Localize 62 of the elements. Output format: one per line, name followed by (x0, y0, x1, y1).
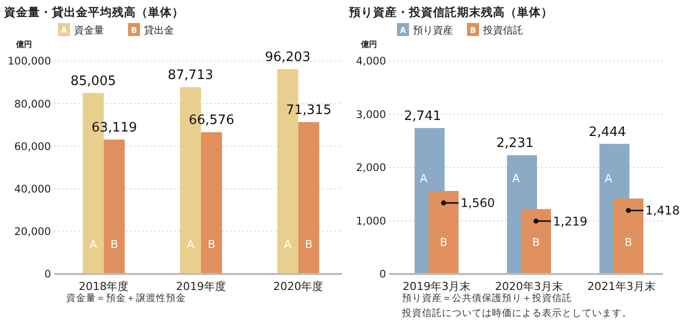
y-tick-label: 0 (44, 268, 51, 281)
y-tick-label: 40,000 (14, 183, 51, 196)
text: A (284, 238, 292, 252)
annotation: A (89, 238, 98, 252)
y-tick-label: 60,000 (14, 140, 51, 153)
text: 66,576 (188, 113, 234, 128)
x-tick-label: 2019年3月末 (402, 280, 471, 293)
text: 2,444 (588, 124, 626, 140)
text: B (304, 238, 313, 252)
bar (298, 122, 320, 274)
text: A (512, 172, 520, 185)
y-tick-label: 80,000 (14, 98, 51, 110)
text: A (400, 26, 406, 35)
y-axis-title: 億円 (360, 40, 377, 49)
text: B (130, 26, 138, 35)
bar (104, 140, 125, 274)
annotation: B (440, 236, 448, 249)
y-tick-label: 3,000 (356, 108, 386, 121)
x-tick-label: 2020年3月末 (495, 280, 563, 293)
legend-label: 資金量 (74, 24, 104, 36)
bar (613, 198, 644, 274)
text: 1,418 (645, 204, 680, 218)
text: B (208, 238, 216, 252)
x-tick-label: 2019年度 (176, 280, 226, 293)
x-tick-label: 2021年3月末 (587, 280, 656, 293)
text: 投資信託については時価による表示としています。 (401, 307, 632, 319)
legend-label: 預り資産 (413, 24, 453, 36)
text: 85,005 (70, 74, 116, 89)
legend-label: 貸出金 (144, 24, 174, 36)
chart-title: 資金量・貸出金平均残高（単体） (3, 5, 184, 19)
text: 63,119 (92, 120, 138, 136)
y-tick-label: 20,000 (14, 226, 51, 238)
text: A (604, 172, 612, 185)
text: 1,560 (460, 196, 495, 210)
y-tick-label: 0 (379, 268, 386, 281)
text: 資金量＝預金＋譲渡性預金 (66, 292, 186, 304)
x-tick-label: 2020年度 (273, 280, 324, 293)
text: 1,219 (553, 214, 588, 228)
bar (428, 190, 459, 274)
y-axis-title: 億円 (15, 40, 32, 49)
chart-title: 預り資産・投資信託期末残高（単体） (348, 5, 553, 19)
text: 2,741 (404, 109, 442, 124)
text: 96,203 (264, 50, 310, 66)
y-tick-label: 2,000 (356, 162, 386, 174)
legend-label: 投資信託 (482, 24, 523, 36)
bar (521, 209, 551, 274)
bar (201, 132, 222, 274)
annotation: B (110, 238, 118, 252)
y-tick-label: 100,000 (8, 56, 51, 68)
annotation: A (420, 172, 428, 185)
text: A (186, 238, 194, 252)
text: B (532, 236, 540, 249)
text: 71,315 (286, 103, 332, 118)
text: A (60, 26, 68, 35)
x-tick-label: 2018年度 (78, 280, 129, 293)
y-tick-label: 1,000 (356, 215, 386, 228)
text: 預り資産＝公共債保護預り＋投資信託 (402, 292, 572, 304)
y-tick-label: 4,000 (356, 56, 386, 68)
text: B (624, 236, 632, 249)
text: 87,713 (168, 68, 214, 84)
text: B (470, 26, 476, 35)
text: 2,231 (496, 136, 534, 152)
